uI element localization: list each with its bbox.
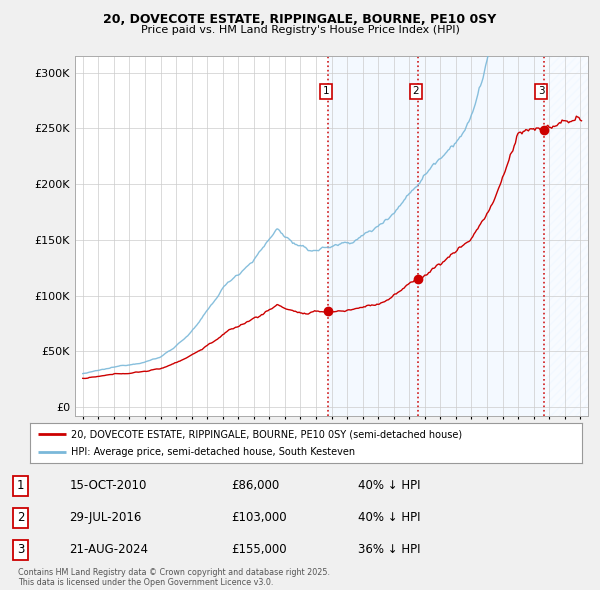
- Text: 20, DOVECOTE ESTATE, RIPPINGALE, BOURNE, PE10 0SY: 20, DOVECOTE ESTATE, RIPPINGALE, BOURNE,…: [103, 13, 497, 26]
- Bar: [328, 56, 418, 416]
- Text: 21-AUG-2024: 21-AUG-2024: [70, 543, 149, 556]
- Bar: [544, 56, 588, 416]
- Text: Contains HM Land Registry data © Crown copyright and database right 2025.
This d: Contains HM Land Registry data © Crown c…: [18, 568, 330, 587]
- Text: Price paid vs. HM Land Registry's House Price Index (HPI): Price paid vs. HM Land Registry's House …: [140, 25, 460, 35]
- Text: £155,000: £155,000: [231, 543, 287, 556]
- Text: 1: 1: [323, 86, 329, 96]
- Bar: [418, 56, 544, 416]
- Text: HPI: Average price, semi-detached house, South Kesteven: HPI: Average price, semi-detached house,…: [71, 447, 356, 457]
- Text: £103,000: £103,000: [231, 511, 287, 525]
- Text: 1: 1: [17, 479, 25, 492]
- Text: 2: 2: [412, 86, 419, 96]
- Text: 15-OCT-2010: 15-OCT-2010: [70, 479, 147, 492]
- Text: 3: 3: [17, 543, 25, 556]
- Text: £86,000: £86,000: [231, 479, 279, 492]
- Text: 36% ↓ HPI: 36% ↓ HPI: [358, 543, 420, 556]
- Text: 40% ↓ HPI: 40% ↓ HPI: [358, 511, 420, 525]
- Text: 20, DOVECOTE ESTATE, RIPPINGALE, BOURNE, PE10 0SY (semi-detached house): 20, DOVECOTE ESTATE, RIPPINGALE, BOURNE,…: [71, 430, 463, 440]
- Text: 3: 3: [538, 86, 545, 96]
- Text: 40% ↓ HPI: 40% ↓ HPI: [358, 479, 420, 492]
- Text: 29-JUL-2016: 29-JUL-2016: [70, 511, 142, 525]
- Text: 2: 2: [17, 511, 25, 525]
